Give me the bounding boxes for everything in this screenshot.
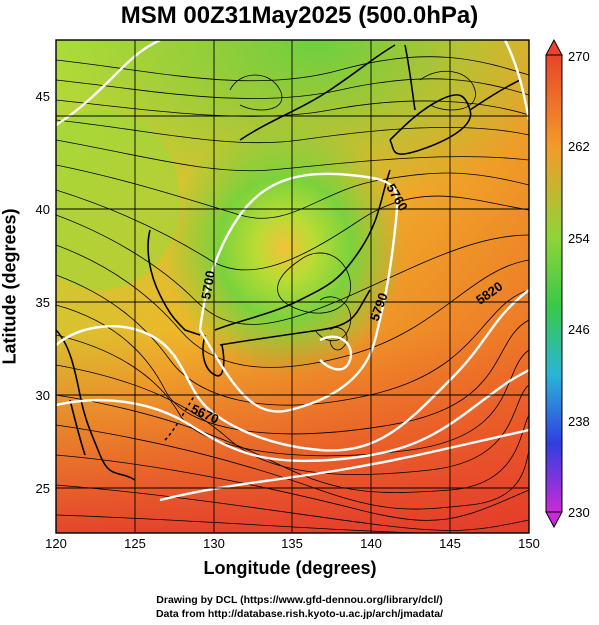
y-axis: 25 30 35 40 45: [36, 89, 50, 496]
lat-lon-grid: [56, 40, 529, 533]
colorbar-gradient: [545, 54, 563, 513]
y-tick-label: 45: [36, 89, 50, 104]
contour-east: [503, 40, 529, 121]
contour-5670: [56, 40, 161, 127]
kurile-coast: [469, 79, 521, 111]
contour-5820: [159, 428, 529, 502]
x-tick-label: 140: [360, 536, 382, 551]
colorbar-tick-label: 254: [568, 231, 590, 246]
colorbar-tick-label: 230: [568, 505, 590, 520]
chart-title: MSM 00Z31May2025 (500.0hPa): [120, 2, 479, 29]
height-contours: [56, 40, 529, 502]
colorbar-tick-label: 238: [568, 414, 590, 429]
kyushu-coast: [202, 334, 225, 377]
x-tick-label: 125: [124, 536, 146, 551]
colorbar-bottom-arrow: [545, 511, 563, 529]
x-tick-label: 130: [203, 536, 225, 551]
streamlines: [56, 56, 529, 533]
plot-frame: [55, 39, 530, 534]
korea-coast: [147, 229, 201, 336]
x-tick-label: 145: [439, 536, 461, 551]
colorbar: 270 262 254 246 238 230: [545, 38, 590, 529]
contour-5700: [198, 172, 399, 413]
honshu-south-coast: [219, 289, 371, 346]
contour-5760: [56, 289, 529, 452]
credit-drawing: Drawing by DCL (https://www.gfd-dennou.o…: [156, 594, 443, 606]
taiwan-coast: [69, 399, 86, 456]
coastlines: [56, 44, 521, 481]
contour-inner: [319, 335, 353, 371]
x-tick-label: 135: [281, 536, 303, 551]
y-tick-label: 35: [36, 295, 50, 310]
y-tick-label: 40: [36, 202, 50, 217]
south-warm-region: [56, 330, 529, 533]
colorbar-top-arrow: [545, 38, 563, 56]
colorbar-tick-label: 262: [568, 139, 590, 154]
y-tick-label: 30: [36, 388, 50, 403]
x-tick-label: 150: [518, 536, 540, 551]
china-coast: [56, 329, 136, 481]
x-axis-label: Longitude (degrees): [203, 558, 377, 578]
y-tick-label: 25: [36, 481, 50, 496]
credit-data: Data from http://database.rish.kyoto-u.a…: [155, 608, 444, 620]
primorye-coast: [239, 44, 396, 141]
west-cold-region: [56, 110, 180, 290]
colorbar-tick-label: 270: [568, 49, 590, 64]
contour-label: 5700: [198, 269, 218, 300]
x-tick-label: 120: [45, 536, 67, 551]
sakhalin-coast: [404, 44, 416, 111]
contour-5790: [56, 368, 529, 463]
x-axis: 120 125 130 135 140 145 150: [45, 536, 540, 551]
colorbar-tick-label: 246: [568, 322, 590, 337]
